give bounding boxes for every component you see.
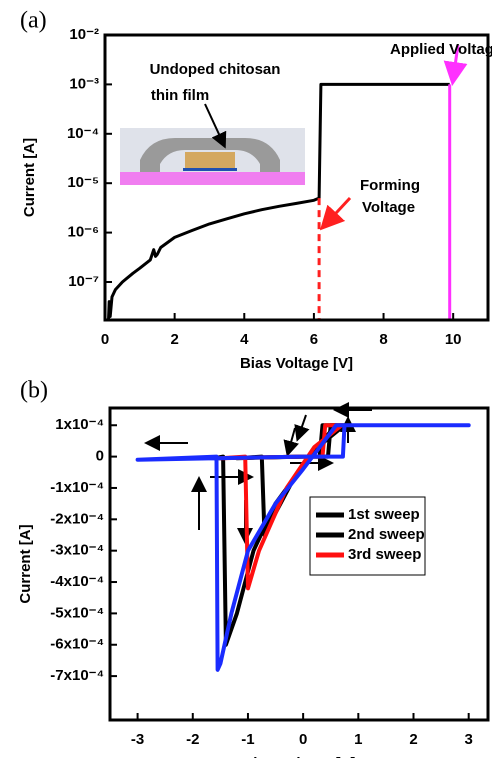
y-tick-label: -3x10⁻⁴ xyxy=(50,542,104,559)
arrow xyxy=(204,103,227,149)
x-tick-label: 3 xyxy=(465,731,473,748)
x-tick-label: 0 xyxy=(299,731,307,748)
y-tick-label: 10⁻⁵ xyxy=(67,174,99,191)
x-axis-label: Bias Voltage [V] xyxy=(242,755,355,758)
x-tick-label: 10 xyxy=(445,331,462,348)
x-tick-label: 6 xyxy=(310,331,318,348)
inset-illustration xyxy=(120,128,305,185)
y-tick-label: -5x10⁻⁴ xyxy=(50,604,104,621)
y-tick-label: 0 xyxy=(96,448,104,465)
panel-label: (a) xyxy=(20,8,47,34)
x-tick-label: 1 xyxy=(354,731,362,748)
y-tick-label: 1x10⁻⁴ xyxy=(55,416,104,433)
x-tick-label: -2 xyxy=(186,731,199,748)
y-tick-label: 10⁻³ xyxy=(69,75,99,92)
series-line xyxy=(107,82,450,321)
series-line xyxy=(135,423,471,672)
annotation: thin film xyxy=(151,87,209,104)
y-axis-label: Current [A] xyxy=(21,138,38,217)
arrow xyxy=(319,196,352,231)
y-tick-label: -4x10⁻⁴ xyxy=(50,573,104,590)
x-tick-label: 8 xyxy=(379,331,387,348)
x-axis-label: Bias Voltage [V] xyxy=(240,355,353,372)
x-tick-label: 2 xyxy=(409,731,417,748)
y-tick-label: -7x10⁻⁴ xyxy=(50,667,104,684)
annotation: Forming xyxy=(360,177,420,194)
x-tick-label: -1 xyxy=(241,731,254,748)
y-tick-label: -6x10⁻⁴ xyxy=(50,636,104,653)
legend-label: 2nd sweep xyxy=(348,526,425,543)
x-tick-label: -3 xyxy=(131,731,144,748)
y-axis-label: Current [A] xyxy=(17,524,34,603)
y-tick-label: -2x10⁻⁴ xyxy=(50,510,104,527)
annotation: Undoped chitosan xyxy=(150,61,281,78)
y-tick-label: 10⁻⁶ xyxy=(67,224,99,241)
legend-label: 1st sweep xyxy=(348,506,420,523)
y-tick-label: 10⁻⁷ xyxy=(68,273,99,290)
annotation: Voltage xyxy=(362,199,415,216)
x-tick-label: 0 xyxy=(101,331,109,348)
annotation: Applied Voltage xyxy=(390,41,492,58)
panel-label: (b) xyxy=(20,378,48,404)
x-tick-label: 2 xyxy=(170,331,178,348)
y-tick-label: 10⁻² xyxy=(69,26,99,43)
arrow xyxy=(443,44,468,86)
y-tick-label: -1x10⁻⁴ xyxy=(50,479,104,496)
y-tick-label: 10⁻⁴ xyxy=(67,125,99,142)
plot-frame xyxy=(108,406,490,722)
legend-label: 3rd sweep xyxy=(348,546,421,563)
x-tick-label: 4 xyxy=(240,331,249,348)
plot-frame xyxy=(103,33,490,322)
